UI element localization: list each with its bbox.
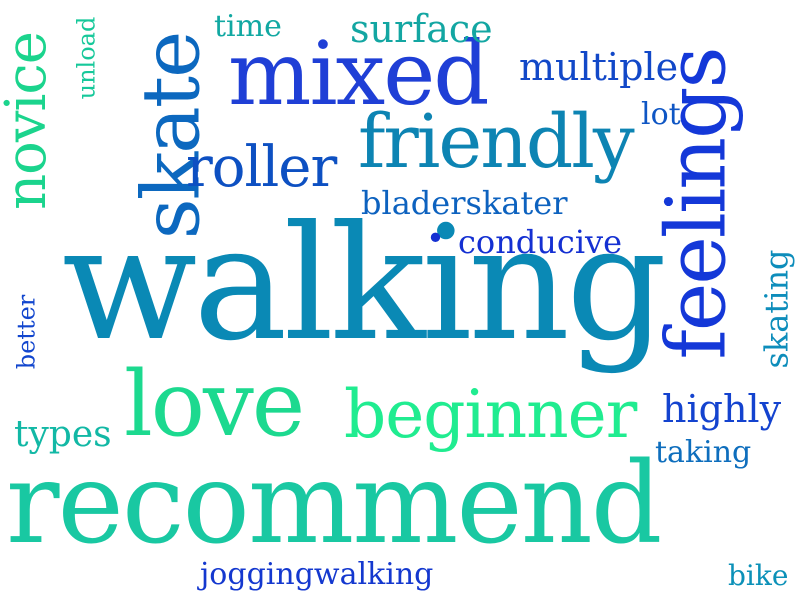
word-lot: lot — [641, 97, 681, 132]
word-feelings: feelings — [649, 48, 745, 360]
word-surface: surface — [350, 7, 493, 51]
word-conducive: conducive — [458, 223, 623, 261]
word-friendly: friendly — [358, 99, 635, 185]
word-dot: . — [424, 174, 447, 258]
word-novice: novice — [0, 32, 59, 210]
word-mixed: mixed — [228, 22, 490, 125]
word-skating: skating — [757, 249, 796, 369]
word-love: love — [124, 352, 305, 457]
word-bladerskater: bladerskater — [361, 184, 568, 222]
word-roller: roller — [186, 135, 337, 200]
word-taking: taking — [655, 435, 752, 470]
word-time: time — [214, 9, 282, 44]
word-highly: highly — [662, 387, 782, 431]
word-recommend: recommend — [6, 439, 662, 569]
word-beginner: beginner — [344, 376, 637, 453]
word-bike: bike — [728, 559, 789, 592]
word-walking: walking — [62, 192, 667, 376]
word-multiple: multiple — [519, 45, 679, 89]
word-types: types — [14, 414, 112, 455]
word-joggingwalking: joggingwalking — [200, 557, 434, 592]
word-better: better — [12, 294, 41, 370]
word-unload: unload — [72, 16, 101, 100]
